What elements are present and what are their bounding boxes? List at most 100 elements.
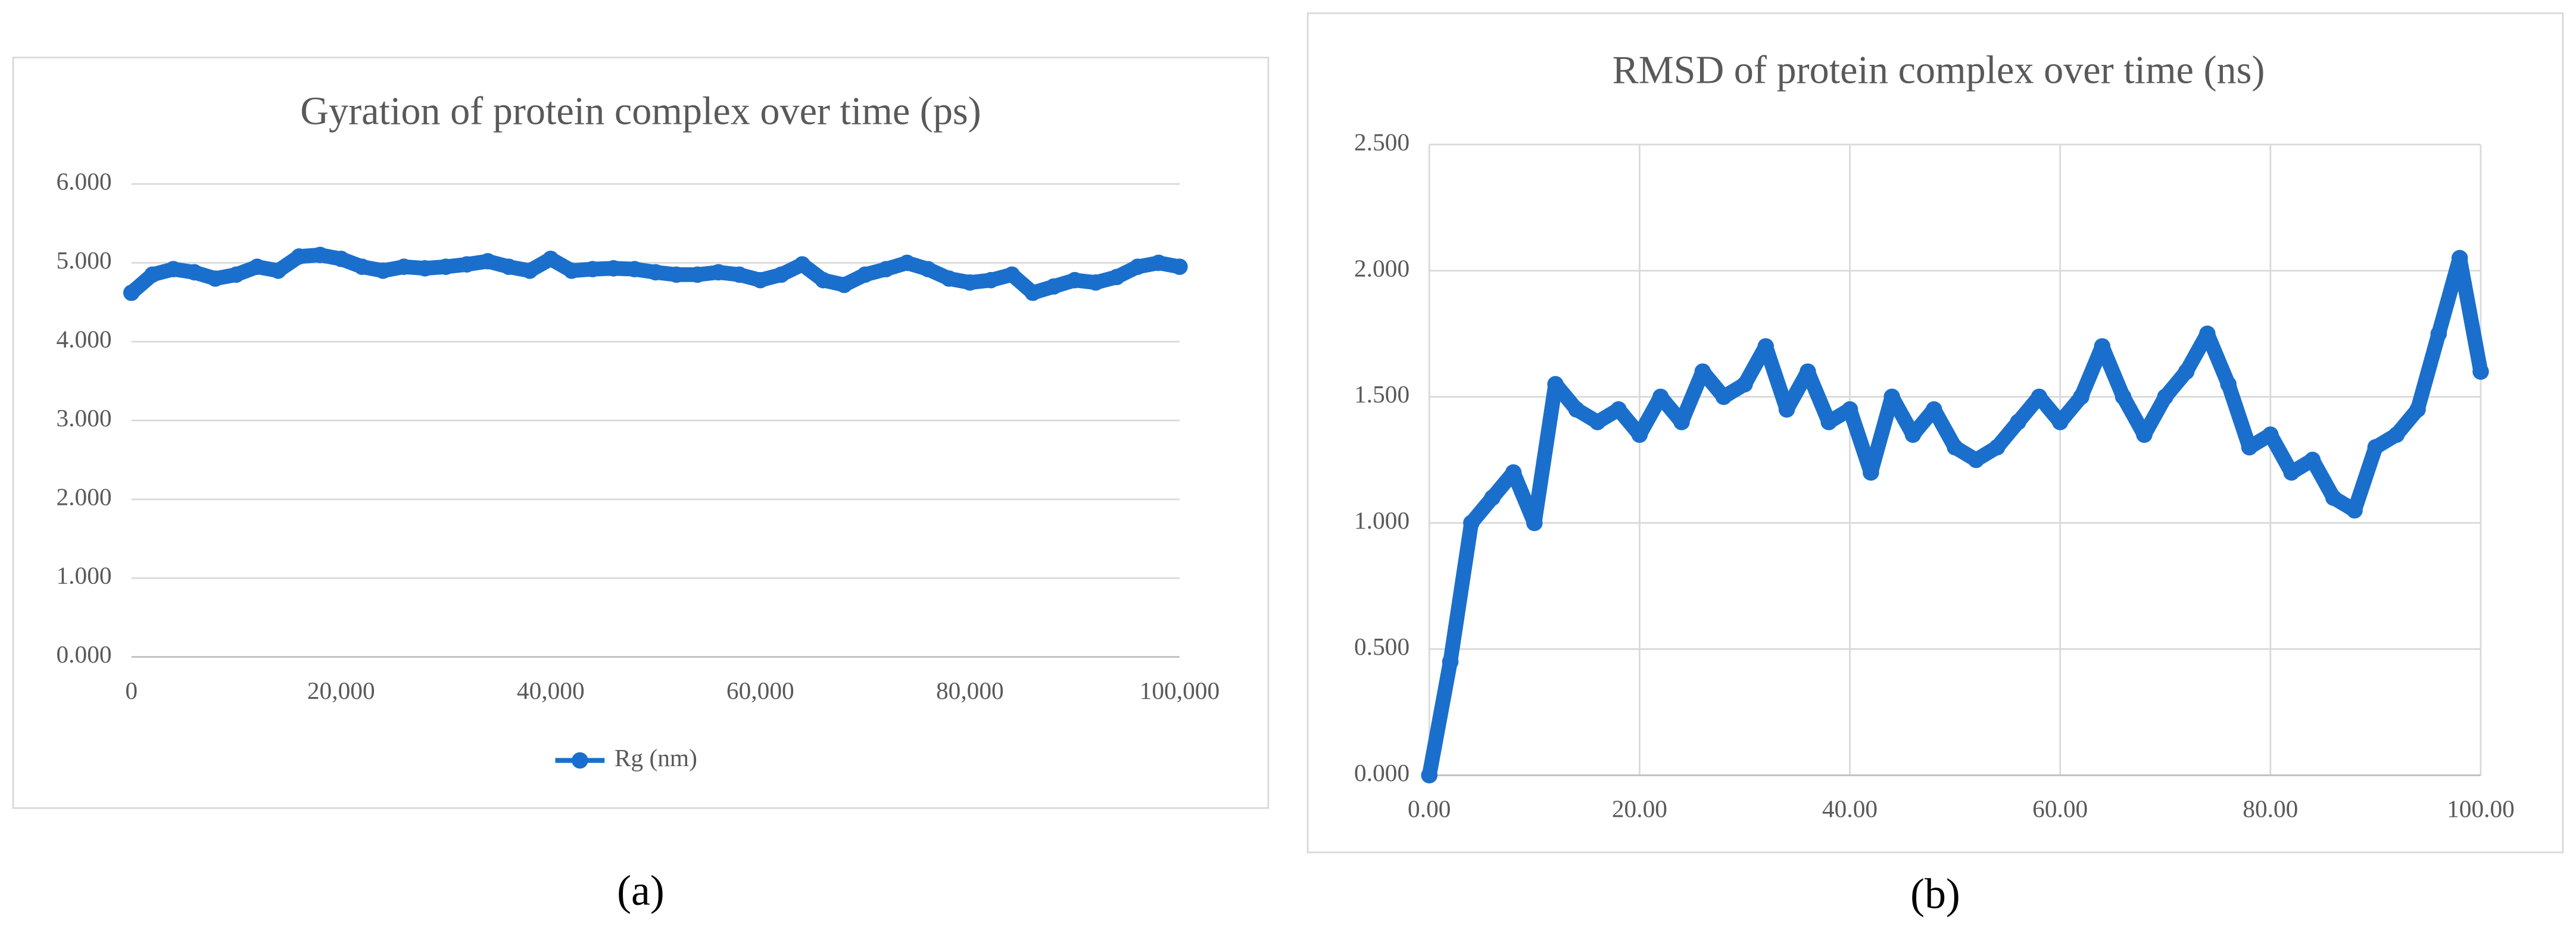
data-point <box>835 276 853 293</box>
data-point <box>2451 249 2468 267</box>
data-point <box>2346 502 2363 519</box>
data-point <box>2031 388 2048 405</box>
data-point <box>311 246 329 264</box>
data-point <box>1526 514 1543 532</box>
chart-title: RMSD of protein complex over time (ns) <box>1613 48 2265 92</box>
x-tick-label: 100.00 <box>2447 795 2515 823</box>
data-point <box>1484 489 1501 506</box>
data-point <box>2325 489 2342 506</box>
data-point <box>2220 376 2237 393</box>
data-point <box>1800 363 1816 380</box>
data-point <box>1778 401 1795 418</box>
data-point <box>647 264 664 281</box>
data-point <box>375 262 391 279</box>
x-tick-label: 20.00 <box>1612 795 1667 823</box>
chart-frame <box>1306 12 2564 854</box>
data-point <box>123 285 140 301</box>
data-point <box>1988 439 2006 456</box>
data-point <box>500 258 517 275</box>
data-point <box>1066 271 1083 289</box>
y-tick-label: 3.000 <box>57 404 112 432</box>
data-point <box>2283 464 2300 481</box>
data-point <box>227 266 245 283</box>
data-point <box>1589 414 1606 430</box>
data-point <box>983 271 999 289</box>
panel-caption: (b) <box>1910 870 1960 918</box>
data-point <box>626 261 643 277</box>
data-point <box>919 261 937 277</box>
data-point <box>731 266 748 283</box>
x-tick-label: 40,000 <box>517 677 585 704</box>
data-point <box>521 262 538 279</box>
data-point <box>815 271 832 289</box>
y-tick-label: 5.000 <box>57 246 112 274</box>
data-point <box>1150 254 1167 271</box>
data-point <box>2051 414 2069 430</box>
y-tick-label: 0.000 <box>57 640 112 668</box>
chart-frame <box>12 57 1270 809</box>
data-point <box>1967 451 1985 468</box>
data-point <box>2136 426 2153 443</box>
x-tick-label: 0.00 <box>1408 795 1451 823</box>
data-point <box>689 266 706 283</box>
data-point <box>416 260 434 277</box>
y-tick-label: 6.000 <box>57 168 112 195</box>
y-tick-label: 0.000 <box>1354 759 1409 786</box>
data-point <box>186 264 203 281</box>
data-point <box>1421 767 1438 784</box>
y-tick-label: 2.000 <box>57 483 112 510</box>
y-tick-label: 0.500 <box>1354 633 1409 660</box>
data-point <box>542 251 559 267</box>
data-point <box>1463 514 1480 532</box>
x-tick-label: 40.00 <box>1822 795 1878 823</box>
data-point <box>1024 285 1041 301</box>
data-point <box>459 256 475 273</box>
x-tick-label: 60,000 <box>726 677 794 704</box>
data-point <box>1171 258 1188 275</box>
data-point <box>1442 653 1459 670</box>
data-point <box>2304 451 2321 468</box>
data-point <box>2157 388 2174 405</box>
data-point <box>207 270 224 287</box>
data-point <box>773 266 790 283</box>
data-point <box>1652 388 1669 405</box>
data-point <box>1045 278 1062 295</box>
data-point <box>1715 388 1732 405</box>
y-tick-label: 2.000 <box>1354 254 1409 282</box>
data-point <box>144 266 161 283</box>
data-point <box>1736 376 1753 393</box>
chart-title: Gyration of protein complex over time (p… <box>300 89 981 133</box>
data-point <box>2115 388 2132 405</box>
data-point <box>1610 401 1627 418</box>
data-point <box>2073 388 2090 405</box>
data-point <box>899 254 916 271</box>
data-point <box>1863 464 1879 481</box>
data-point <box>249 258 266 275</box>
data-point <box>2094 338 2111 355</box>
data-point <box>2367 439 2384 456</box>
data-point <box>794 256 811 273</box>
data-point <box>1673 414 1690 430</box>
data-point <box>1631 426 1648 443</box>
data-point <box>1883 388 1900 405</box>
data-point <box>1757 338 1774 355</box>
data-point <box>1568 401 1585 418</box>
data-point <box>2430 325 2447 342</box>
data-point <box>563 262 580 279</box>
data-point <box>2388 426 2405 443</box>
data-point <box>1108 268 1125 286</box>
data-point <box>437 258 454 275</box>
data-point <box>1547 376 1564 393</box>
data-point <box>752 271 769 289</box>
data-point <box>605 260 622 277</box>
data-point <box>1505 464 1522 481</box>
data-point <box>332 251 350 267</box>
data-point <box>1841 401 1858 418</box>
data-point <box>1129 258 1146 275</box>
data-point <box>1087 274 1104 291</box>
data-point <box>2199 325 2216 342</box>
data-point <box>1003 266 1021 283</box>
x-tick-label: 20,000 <box>307 677 375 704</box>
data-point <box>291 248 308 265</box>
